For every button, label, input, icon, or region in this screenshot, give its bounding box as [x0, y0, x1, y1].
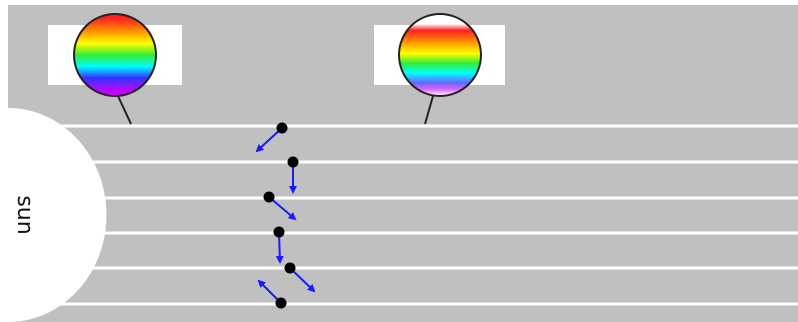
sun-label: sun — [12, 195, 37, 234]
particle — [264, 192, 275, 203]
particle — [277, 123, 288, 134]
particle — [288, 157, 299, 168]
spectrum-lens — [74, 14, 156, 96]
particle — [285, 263, 296, 274]
particle — [276, 298, 287, 309]
diagram: sun — [0, 0, 798, 322]
particle — [274, 227, 285, 238]
spectrum-lens — [399, 14, 481, 96]
